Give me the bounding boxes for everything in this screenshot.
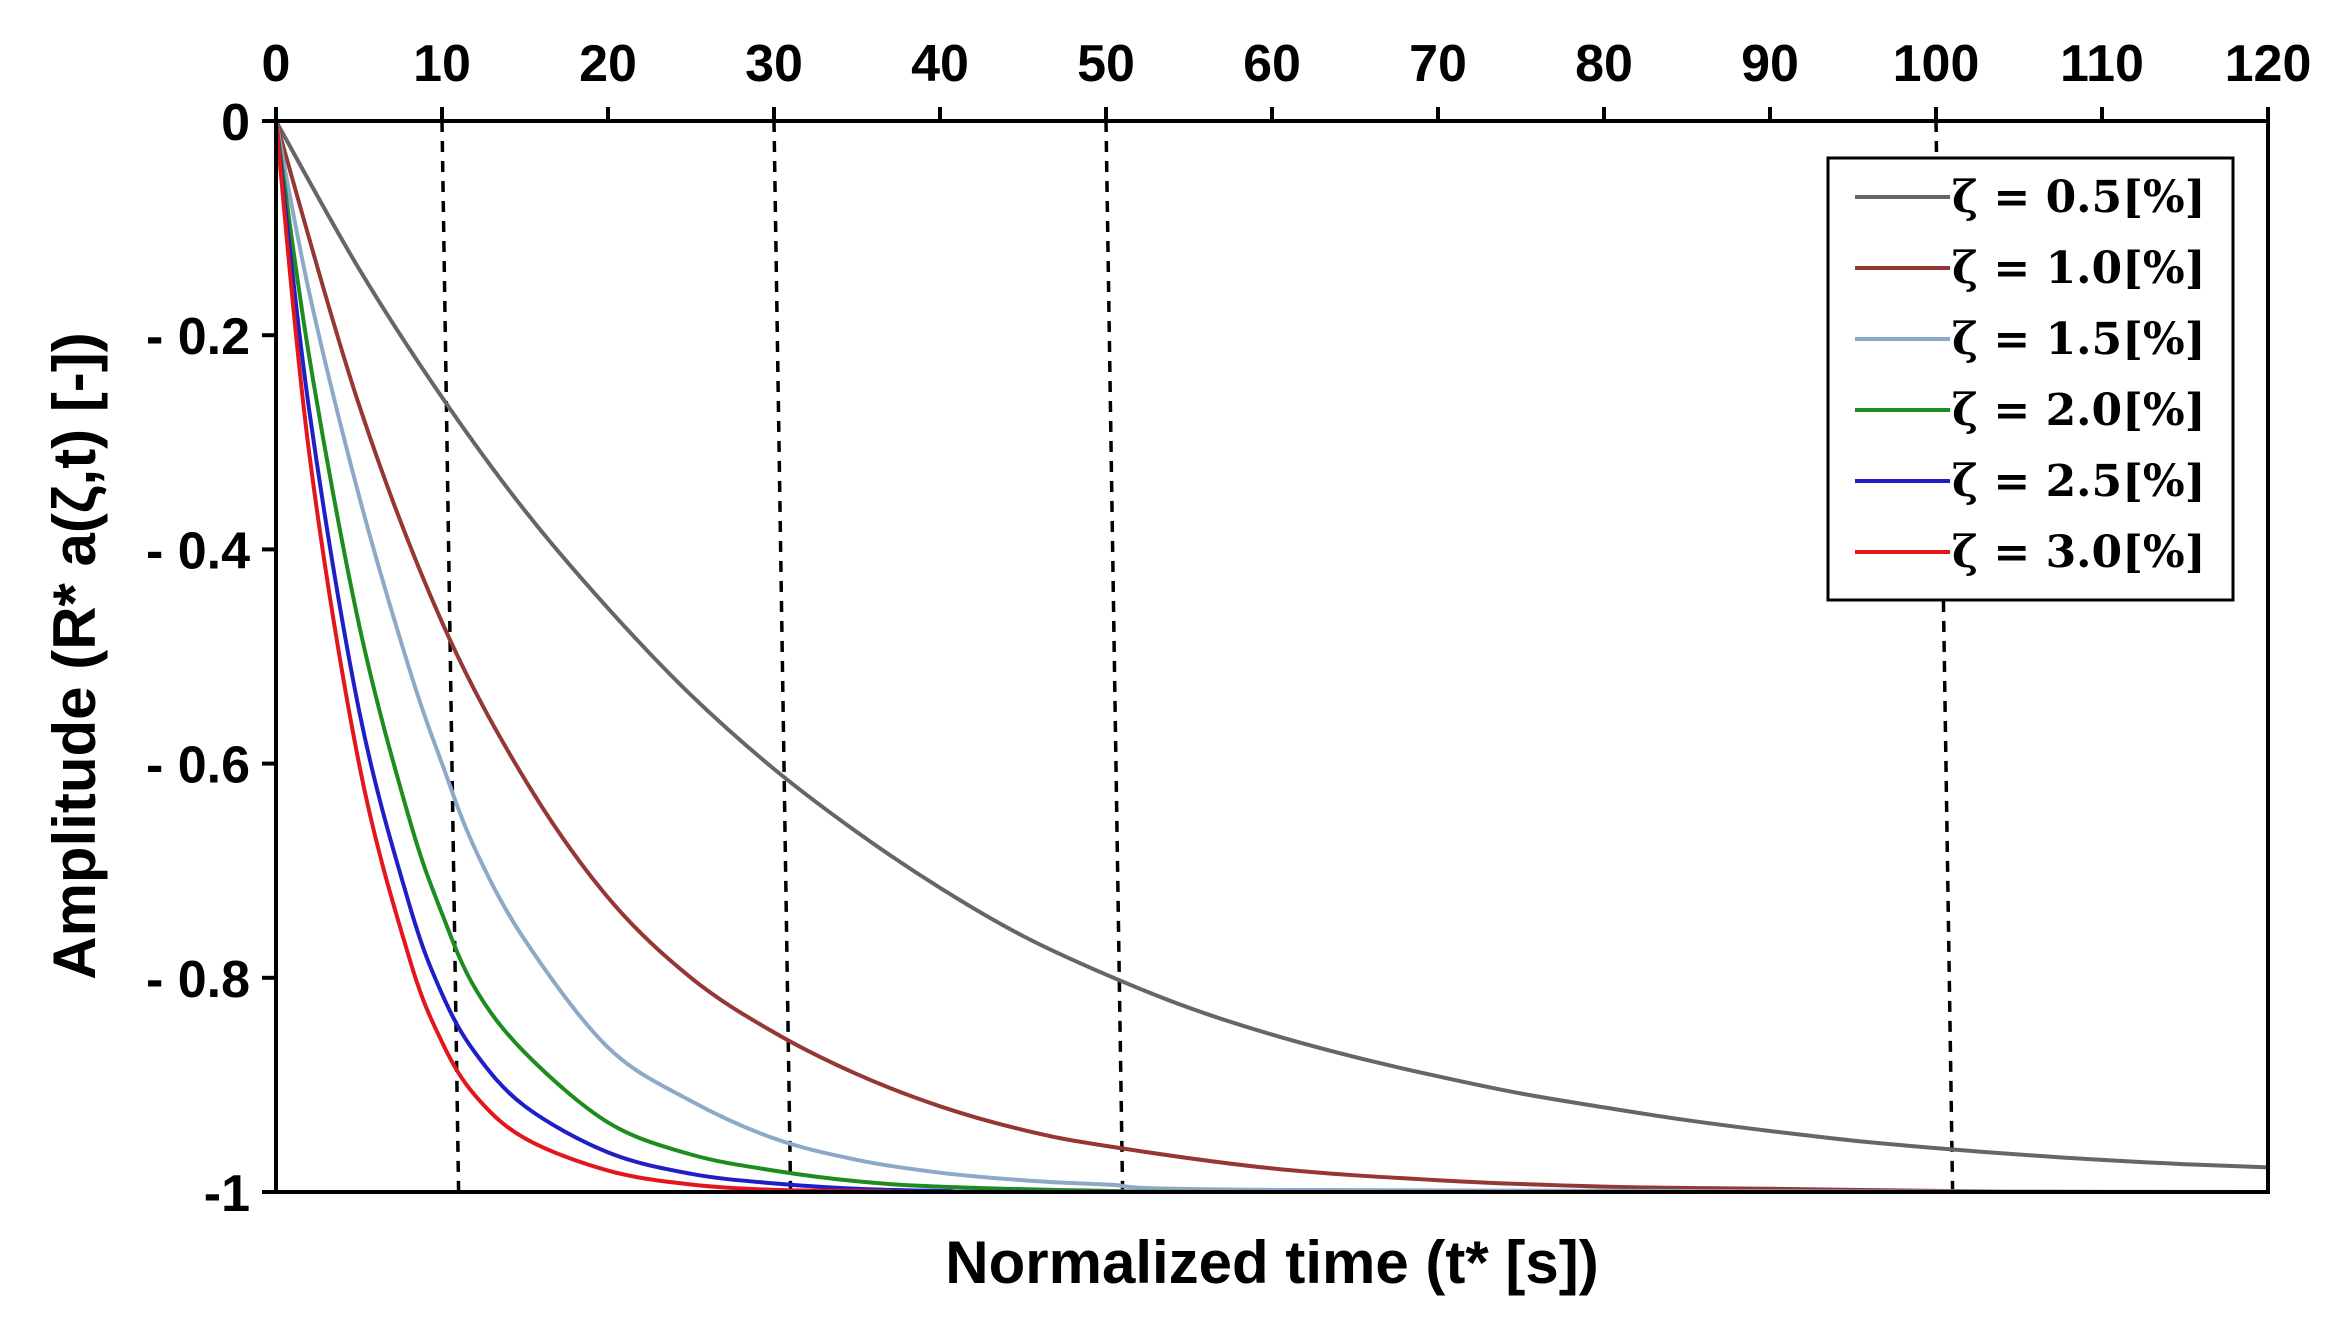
x-tick-label: 110 <box>2060 35 2144 93</box>
x-axis-title: Normalized time (t* [s]) <box>945 1229 1598 1296</box>
x-tick-label: 60 <box>1243 35 1301 93</box>
x-tick-label: 50 <box>1077 35 1135 93</box>
y-tick-label: 0 <box>221 94 250 152</box>
x-tick-label: 100 <box>1893 35 1980 93</box>
legend-label: ζ = 2.5[%] <box>1952 456 2206 507</box>
x-tick-label: 70 <box>1409 35 1467 93</box>
series-lines <box>274 119 2270 1195</box>
legend-label: ζ = 2.0[%] <box>1952 385 2206 436</box>
legend-label: ζ = 0.5[%] <box>1952 172 2206 223</box>
dashed-reference-lines <box>440 120 1955 1193</box>
x-tick-label: 120 <box>2225 35 2312 93</box>
series-line <box>274 119 2270 1195</box>
x-tick-label: 20 <box>579 35 637 93</box>
x-tick-label: 30 <box>745 35 803 93</box>
reference-line <box>772 120 793 1193</box>
legend-box <box>1826 156 2235 602</box>
series-line <box>274 119 2270 1194</box>
legend: ζ = 0.5[%] ζ = 1.0[%] ζ = 1.5[%] ζ = 2.0[%]… <box>1826 156 2235 602</box>
y-tick-label: - 0.4 <box>146 522 250 580</box>
x-tick-label: 10 <box>413 35 471 93</box>
legend-label: ζ = 3.0[%] <box>1952 527 2206 578</box>
x-tick-label: 90 <box>1741 35 1799 93</box>
x-axis-ticks: 0 10 20 30 40 50 60 70 80 90 100 110 120 <box>262 35 2312 121</box>
y-axis-title: Amplitude (R* a(ζ,t) [-]) <box>41 332 108 980</box>
y-tick-label: - 0.6 <box>146 737 250 795</box>
y-tick-label: - 0.8 <box>146 951 250 1009</box>
x-tick-label: 0 <box>262 35 291 93</box>
legend-label: ζ = 1.0[%] <box>1952 243 2206 294</box>
x-tick-label: 80 <box>1575 35 1633 93</box>
y-tick-label: - 0.2 <box>146 308 250 366</box>
legend-items: ζ = 0.5[%] ζ = 1.0[%] ζ = 1.5[%] ζ = 2.0[%]… <box>1855 172 2206 578</box>
y-axis-ticks: 0 - 0.2 - 0.4 - 0.6 - 0.8 -1 <box>146 94 276 1223</box>
reference-line <box>1104 120 1125 1193</box>
x-tick-label: 40 <box>911 35 969 93</box>
y-tick-label: -1 <box>204 1165 250 1223</box>
series-line <box>274 119 2270 1170</box>
legend-label: ζ = 1.5[%] <box>1952 314 2206 365</box>
